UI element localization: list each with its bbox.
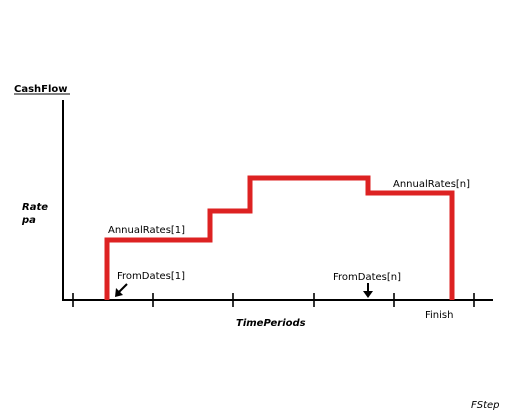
finish-label: Finish xyxy=(425,310,453,321)
from-dates-first-arrow xyxy=(115,283,128,297)
annual-rates-first-label: AnnualRates[1] xyxy=(108,225,185,236)
rate-label-pa: pa xyxy=(21,215,36,226)
rate-step-line xyxy=(104,175,455,300)
y-axis-title: CashFlow xyxy=(14,84,68,95)
x-axis-ticks xyxy=(72,293,475,307)
from-dates-last-label: FromDates[n] xyxy=(333,272,401,283)
footer-label: FStep xyxy=(471,400,500,411)
axes xyxy=(62,100,493,301)
from-dates-last-arrow xyxy=(363,283,373,298)
rate-label: Rate xyxy=(22,202,48,213)
annual-rates-last-label: AnnualRates[n] xyxy=(393,179,470,190)
from-dates-first-label: FromDates[1] xyxy=(117,271,185,282)
x-axis-title: TimePeriods xyxy=(236,318,306,329)
